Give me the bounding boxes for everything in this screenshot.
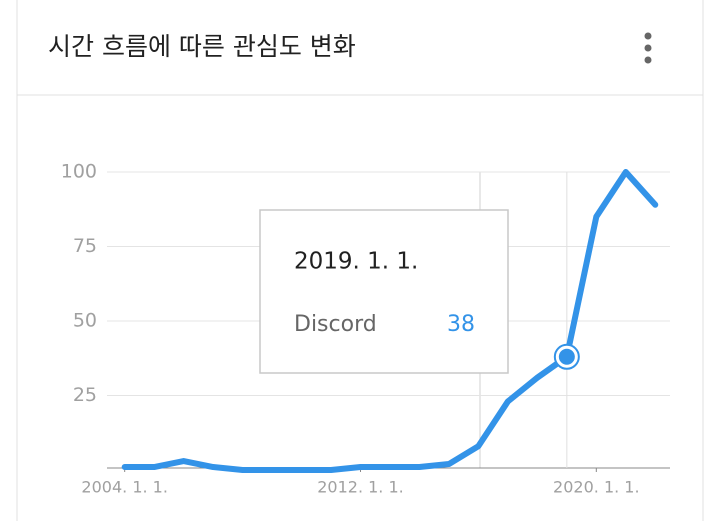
menu-button[interactable] [644,32,652,64]
x-tick-label: 2012. 1. 1. [317,478,404,497]
y-tick-label: 75 [73,235,97,257]
chart-title: 시간 흐름에 따른 관심도 변화 [48,32,356,61]
x-tick-label: 2004. 1. 1. [81,478,168,497]
tooltip [259,209,509,374]
y-tick-label: 50 [73,310,97,332]
tooltip-title: 2019. 1. 1. [294,249,418,275]
tooltip-value: 38 [447,312,475,337]
hover-point [558,348,575,365]
y-tick-label: 100 [61,161,97,183]
tooltip-series: Discord [294,312,377,337]
y-tick-label: 25 [73,384,97,406]
x-tick-label: 2020. 1. 1. [553,478,640,497]
